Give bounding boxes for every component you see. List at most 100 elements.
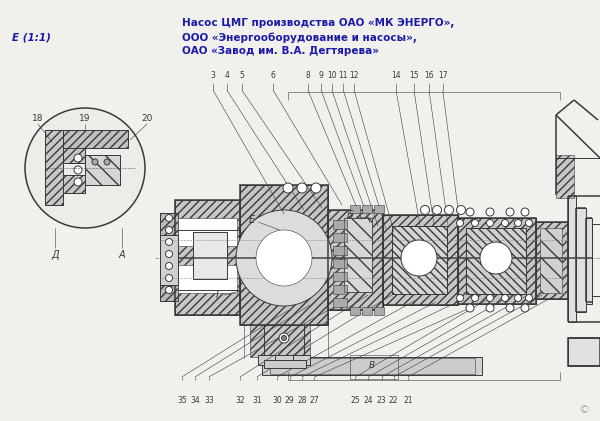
Text: 23: 23 [377,396,386,405]
Text: Д: Д [51,250,59,260]
Text: 30: 30 [272,396,282,405]
Circle shape [401,240,437,276]
Bar [63,175,85,193]
Bar [270,358,475,374]
Bar [383,215,458,305]
Bar [333,298,347,307]
Text: ©: © [579,405,590,415]
Circle shape [521,208,529,216]
Bar [63,130,128,148]
Bar [240,185,328,325]
Circle shape [166,239,173,245]
Text: Насос ЦМГ производства ОАО «МК ЭНЕРГО»,: Насос ЦМГ производства ОАО «МК ЭНЕРГО», [182,18,454,28]
Circle shape [521,304,529,312]
Circle shape [297,183,307,193]
Bar [374,205,384,213]
Circle shape [166,250,173,258]
Bar [333,285,347,294]
Circle shape [283,183,293,193]
Text: 3: 3 [211,71,215,80]
Text: 21: 21 [403,396,413,405]
Bar [85,155,120,185]
Bar [362,307,372,315]
Bar [374,307,384,315]
Bar [85,155,120,185]
Bar [63,175,85,193]
Bar [392,226,447,294]
Bar [568,338,600,366]
Bar [362,205,372,213]
Bar [328,210,383,310]
Bar [240,185,328,325]
Text: 9: 9 [319,71,323,80]
Text: 35: 35 [177,396,187,405]
Circle shape [166,226,173,234]
Bar [536,222,568,299]
Bar [540,228,562,293]
Circle shape [506,208,514,216]
Circle shape [25,108,145,228]
Circle shape [506,304,514,312]
Bar [193,232,227,279]
Text: 10: 10 [327,71,337,80]
Text: 16: 16 [424,71,434,80]
Circle shape [502,219,509,226]
Bar [160,213,178,301]
Circle shape [480,242,512,274]
Text: В: В [369,360,375,370]
Text: 17: 17 [438,71,448,80]
Bar [333,220,347,229]
Bar [586,218,592,304]
Bar [350,307,360,315]
Text: 8: 8 [305,71,310,80]
Circle shape [311,183,321,193]
Text: 29: 29 [285,396,295,405]
Bar [576,208,586,312]
Bar [328,210,383,310]
Bar [383,215,458,305]
Circle shape [445,205,454,215]
Text: 6: 6 [271,71,275,80]
Bar [333,272,347,281]
Text: 28: 28 [297,396,307,405]
Circle shape [74,154,82,162]
Bar [556,155,574,198]
Text: 11: 11 [338,71,348,80]
Bar [333,246,347,255]
Text: 4: 4 [224,71,229,80]
Bar [45,130,63,205]
Bar [264,325,304,357]
Circle shape [472,295,479,301]
Text: 24: 24 [364,396,373,405]
Bar [63,130,128,148]
Text: Г: Г [215,290,221,300]
Text: 12: 12 [349,71,359,80]
Bar [466,228,526,294]
Bar [458,218,536,304]
Bar [350,205,360,213]
Circle shape [421,205,430,215]
Circle shape [466,304,474,312]
Circle shape [166,274,173,282]
Text: 27: 27 [310,396,319,405]
Bar [536,222,568,299]
Text: 22: 22 [389,396,398,405]
Text: 18: 18 [32,114,44,123]
Circle shape [457,295,464,301]
Bar [175,200,240,315]
Circle shape [256,230,312,286]
Bar [350,355,398,379]
Text: ОАО «Завод им. В.А. Дегтярева»: ОАО «Завод им. В.А. Дегтярева» [182,46,379,56]
Text: Б: Б [347,210,353,220]
Text: 25: 25 [350,396,360,405]
Text: А: А [119,250,125,260]
Circle shape [515,219,521,226]
Bar [160,235,178,285]
Bar [466,228,526,294]
Circle shape [472,219,479,226]
Circle shape [74,166,82,174]
Bar [178,218,237,246]
Circle shape [166,215,173,221]
Text: 34: 34 [190,396,200,405]
Bar [160,213,178,301]
